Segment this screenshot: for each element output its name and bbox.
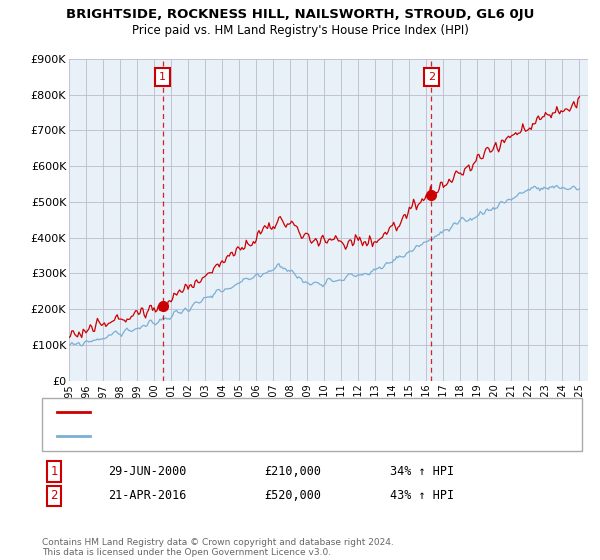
Text: BRIGHTSIDE, ROCKNESS HILL, NAILSWORTH, STROUD, GL6 0JU (detached house): BRIGHTSIDE, ROCKNESS HILL, NAILSWORTH, S… bbox=[96, 408, 499, 418]
Text: 34% ↑ HPI: 34% ↑ HPI bbox=[390, 465, 454, 478]
Text: 1: 1 bbox=[50, 465, 58, 478]
Text: 1: 1 bbox=[159, 72, 166, 82]
Text: 43% ↑ HPI: 43% ↑ HPI bbox=[390, 489, 454, 502]
Text: 21-APR-2016: 21-APR-2016 bbox=[108, 489, 187, 502]
Text: Price paid vs. HM Land Registry's House Price Index (HPI): Price paid vs. HM Land Registry's House … bbox=[131, 24, 469, 36]
Text: Contains HM Land Registry data © Crown copyright and database right 2024.
This d: Contains HM Land Registry data © Crown c… bbox=[42, 538, 394, 557]
Text: £520,000: £520,000 bbox=[264, 489, 321, 502]
Text: HPI: Average price, detached house, Stroud: HPI: Average price, detached house, Stro… bbox=[96, 431, 313, 441]
Text: BRIGHTSIDE, ROCKNESS HILL, NAILSWORTH, STROUD, GL6 0JU: BRIGHTSIDE, ROCKNESS HILL, NAILSWORTH, S… bbox=[66, 8, 534, 21]
Text: 2: 2 bbox=[428, 72, 435, 82]
Text: £210,000: £210,000 bbox=[264, 465, 321, 478]
Text: 29-JUN-2000: 29-JUN-2000 bbox=[108, 465, 187, 478]
Text: 2: 2 bbox=[50, 489, 58, 502]
